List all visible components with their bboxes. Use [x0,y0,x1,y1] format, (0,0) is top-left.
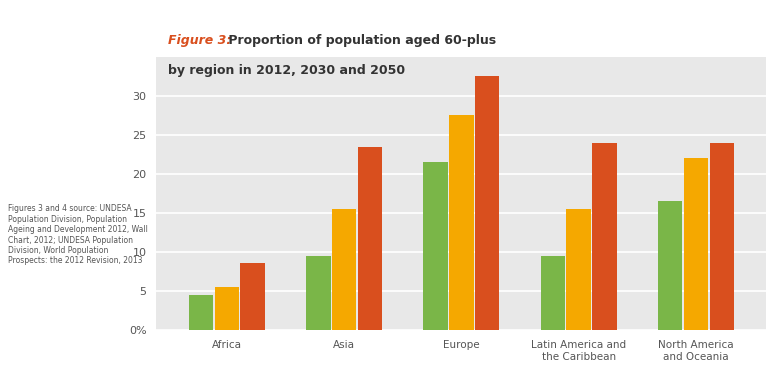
Bar [423,162,448,330]
Bar [592,143,617,330]
Text: Figure 3:: Figure 3: [168,34,231,47]
Text: Figures 3 and 4 source: UNDESA
Population Division, Population
Ageing and Develo: Figures 3 and 4 source: UNDESA Populatio… [8,205,148,265]
Bar [449,115,474,330]
Text: Proportion of population aged 60-plus: Proportion of population aged 60-plus [224,34,497,47]
Bar [709,143,734,330]
Bar [683,158,708,330]
Bar [306,256,331,330]
Bar [357,147,382,330]
Bar [240,263,265,330]
Bar [540,256,565,330]
Text: by region in 2012, 2030 and 2050: by region in 2012, 2030 and 2050 [168,64,405,77]
Bar [332,209,357,330]
Bar [566,209,591,330]
Bar [658,201,683,330]
Bar [188,294,213,330]
Bar [475,76,500,330]
Bar [214,287,239,330]
